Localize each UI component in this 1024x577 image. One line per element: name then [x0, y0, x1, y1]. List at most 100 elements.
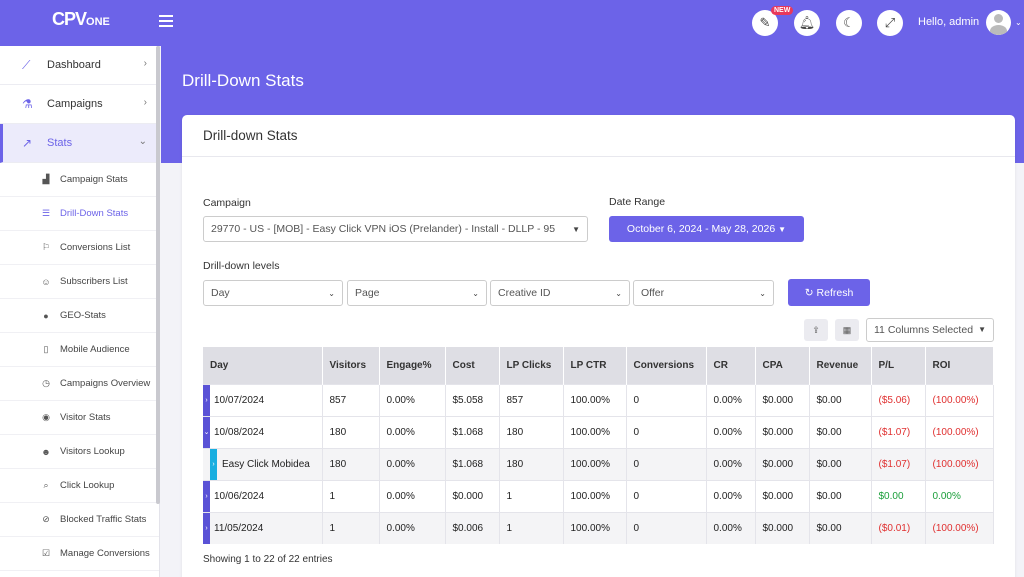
- revenue-cell: $0.00: [809, 447, 872, 480]
- lp-clicks-cell: 1: [499, 511, 564, 544]
- column-header[interactable]: Cost: [445, 347, 500, 384]
- sidebar-item-conversions-list[interactable]: ⚐ Conversions List: [0, 231, 159, 265]
- level-4-select[interactable]: Offer ⌄: [633, 280, 774, 306]
- cpa-cell: $0.000: [755, 383, 810, 416]
- cr-cell: 0.00%: [706, 383, 756, 416]
- sidebar-item-dashboard[interactable]: ⟋ Dashboard ›: [0, 46, 159, 85]
- search-icon: ⌕: [43, 480, 49, 490]
- cr-cell: 0.00%: [706, 447, 756, 480]
- notifications-button[interactable]: 🔔︎: [794, 10, 820, 36]
- column-header[interactable]: Revenue: [809, 347, 872, 384]
- drill-down-levels-label: Drill-down levels: [203, 260, 280, 272]
- pl-cell: ($0.01): [871, 511, 926, 544]
- menu-toggle-icon[interactable]: [159, 15, 173, 27]
- sidebar-item-campaign-stats[interactable]: ▟ Campaign Stats: [0, 163, 159, 197]
- app-logo[interactable]: CPVONE: [52, 9, 110, 29]
- refresh-button[interactable]: ↻ Refresh: [788, 279, 870, 306]
- conversions-cell: 0: [626, 415, 707, 448]
- pl-cell: ($1.07): [871, 447, 926, 480]
- column-header[interactable]: LP Clicks: [499, 347, 564, 384]
- mobile-icon: ▯: [43, 344, 49, 354]
- collapse-row-icon[interactable]: ⌄: [203, 416, 210, 448]
- roi-cell: 0.00%: [925, 479, 994, 512]
- campaign-select[interactable]: 29770 - US - [MOB] - Easy Click VPN iOS …: [203, 216, 588, 242]
- roi-cell: (100.00%): [925, 383, 994, 416]
- columns-select[interactable]: 11 Columns Selected ▼: [866, 318, 994, 342]
- dark-mode-button[interactable]: ☾: [836, 10, 862, 36]
- day-cell[interactable]: › 10/06/2024: [203, 479, 323, 512]
- cpa-cell: $0.000: [755, 447, 810, 480]
- column-header[interactable]: CR: [706, 347, 756, 384]
- table-row: ⌄ 10/08/2024 180 0.00% $1.068 180 100.00%…: [203, 415, 994, 448]
- chevron-down-icon: ⌄: [759, 289, 766, 298]
- table-row: › 10/06/2024 1 0.00% $0.000 1 100.00% 0 0…: [203, 479, 994, 512]
- chevron-down-icon[interactable]: ⌄: [1015, 18, 1022, 27]
- caret-down-icon: ▼: [978, 325, 986, 334]
- chevron-down-icon: ⌄: [138, 136, 147, 147]
- column-header[interactable]: Visitors: [322, 347, 380, 384]
- roi-cell: (100.00%): [925, 511, 994, 544]
- engage-cell: 0.00%: [379, 383, 446, 416]
- sidebar-item-visitor-stats[interactable]: ◉ Visitor Stats: [0, 401, 159, 435]
- user-greeting[interactable]: Hello, admin: [918, 16, 980, 28]
- sidebar-item-manage-conversions[interactable]: ☑ Manage Conversions: [0, 537, 159, 571]
- expand-row-icon[interactable]: ›: [203, 480, 210, 512]
- top-bar: [0, 0, 1024, 46]
- expand-row-icon[interactable]: ›: [203, 512, 210, 544]
- column-header[interactable]: LP CTR: [563, 347, 627, 384]
- table-row-child: › Easy Click Mobidea 180 0.00% $1.068 180…: [203, 447, 994, 480]
- table-icon: ▦: [842, 324, 852, 335]
- column-header[interactable]: CPA: [755, 347, 810, 384]
- fullscreen-button[interactable]: ⤢: [877, 10, 903, 36]
- date-range-button[interactable]: October 6, 2024 - May 28, 2026 ▼: [609, 216, 804, 242]
- date-range-label: Date Range: [609, 196, 666, 208]
- revenue-cell: $0.00: [809, 383, 872, 416]
- avatar[interactable]: [986, 10, 1011, 35]
- flask-icon: ⚗: [22, 97, 33, 111]
- table-header-row: Day Visitors Engage% Cost LP Clicks LP C…: [203, 347, 994, 384]
- lp-ctr-cell: 100.00%: [563, 479, 627, 512]
- sidebar-item-campaigns-overview[interactable]: ◷ Campaigns Overview: [0, 367, 159, 401]
- cr-cell: 0.00%: [706, 511, 756, 544]
- export-button[interactable]: ⇪: [804, 319, 828, 341]
- sidebar-item-mobile-audience[interactable]: ▯ Mobile Audience: [0, 333, 159, 367]
- magic-wand-icon: ✎: [759, 15, 771, 30]
- engage-cell: 0.00%: [379, 447, 446, 480]
- lp-clicks-cell: 857: [499, 383, 564, 416]
- cost-cell: $1.068: [445, 415, 500, 448]
- chart-line-icon: ⟋: [22, 57, 31, 72]
- new-badge: NEW: [771, 6, 794, 15]
- sidebar-item-visitors-lookup[interactable]: ☻ Visitors Lookup: [0, 435, 159, 469]
- sidebar-item-stats[interactable]: ↗ Stats ⌄: [0, 124, 159, 163]
- sidebar-item-campaigns[interactable]: ⚗ Campaigns ›: [0, 85, 159, 124]
- sidebar-item-geo-stats[interactable]: ● GEO-Stats: [0, 299, 159, 333]
- day-cell[interactable]: › 10/07/2024: [203, 383, 323, 416]
- offer-cell[interactable]: › Easy Click Mobidea: [203, 447, 323, 480]
- day-cell[interactable]: ⌄ 10/08/2024: [203, 415, 323, 448]
- column-header[interactable]: P/L: [871, 347, 926, 384]
- level-3-select[interactable]: Creative ID ⌄: [490, 280, 630, 306]
- columns-button[interactable]: ▦: [835, 319, 859, 341]
- chevron-down-icon: ⌄: [472, 289, 479, 298]
- sidebar-item-drill-down-stats[interactable]: ☰ Drill-Down Stats: [0, 197, 159, 231]
- sidebar-item-blocked-traffic-stats[interactable]: ⊘ Blocked Traffic Stats: [0, 503, 159, 537]
- level-1-select[interactable]: Day ⌄: [203, 280, 343, 306]
- engage-cell: 0.00%: [379, 479, 446, 512]
- expand-row-icon[interactable]: ›: [203, 384, 210, 416]
- visitors-cell: 1: [322, 479, 380, 512]
- refresh-icon: ↻: [804, 286, 814, 299]
- page-title: Drill-Down Stats: [182, 71, 304, 90]
- level-2-select[interactable]: Page ⌄: [347, 280, 487, 306]
- sidebar-item-subscribers-list[interactable]: ☺ Subscribers List: [0, 265, 159, 299]
- column-header[interactable]: ROI: [925, 347, 994, 384]
- sidebar-scrollbar[interactable]: [156, 46, 160, 504]
- sidebar-item-click-lookup[interactable]: ⌕ Click Lookup: [0, 469, 159, 503]
- cpa-cell: $0.000: [755, 479, 810, 512]
- expand-icon: ⤢: [884, 15, 896, 30]
- day-cell[interactable]: › 11/05/2024: [203, 511, 323, 544]
- column-header[interactable]: Engage%: [379, 347, 446, 384]
- chevron-down-icon: ⌄: [328, 289, 335, 298]
- expand-row-icon[interactable]: ›: [210, 448, 217, 480]
- column-header[interactable]: Day: [203, 347, 323, 384]
- column-header[interactable]: Conversions: [626, 347, 707, 384]
